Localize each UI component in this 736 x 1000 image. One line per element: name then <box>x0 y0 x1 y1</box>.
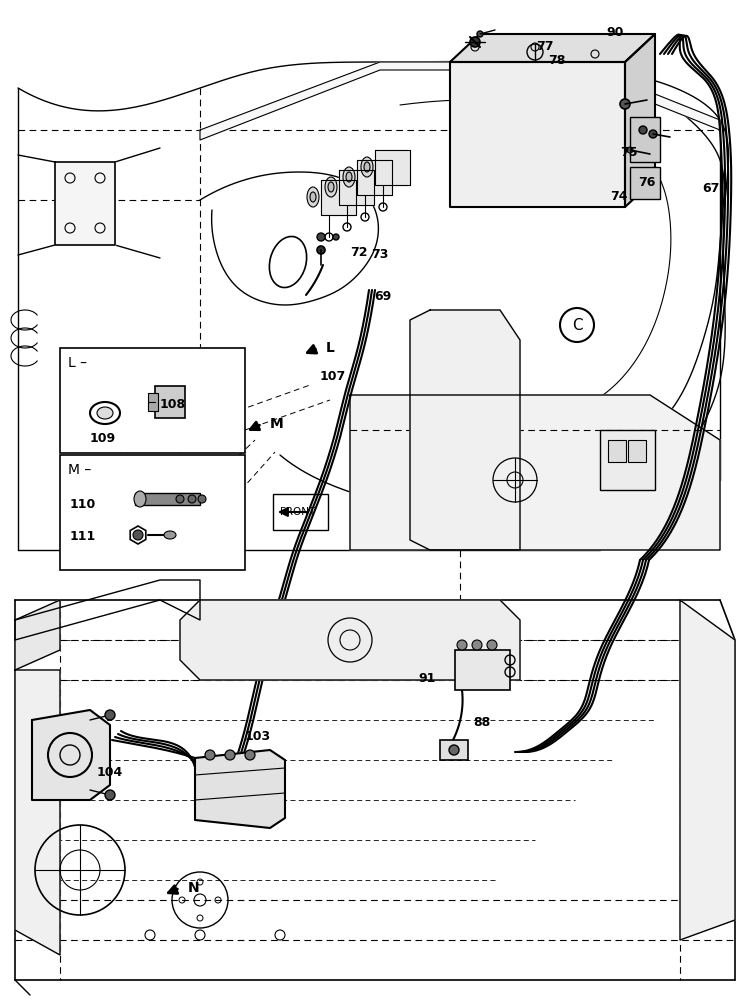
Circle shape <box>333 234 339 240</box>
Text: L: L <box>326 341 335 355</box>
Ellipse shape <box>343 167 355 187</box>
Ellipse shape <box>269 236 307 288</box>
Text: M –: M – <box>68 463 91 477</box>
Text: 108: 108 <box>160 398 186 412</box>
Polygon shape <box>625 34 655 207</box>
Text: 103: 103 <box>245 730 271 744</box>
Polygon shape <box>55 162 115 245</box>
Bar <box>630 117 660 162</box>
Circle shape <box>205 750 215 760</box>
Text: 107: 107 <box>320 369 346 382</box>
Polygon shape <box>339 170 374 205</box>
Circle shape <box>470 37 480 47</box>
Bar <box>60 348 245 453</box>
Polygon shape <box>180 600 520 680</box>
Bar <box>600 430 655 490</box>
Text: 104: 104 <box>97 766 123 780</box>
Ellipse shape <box>164 531 176 539</box>
Bar <box>148 393 158 411</box>
Text: 88: 88 <box>473 716 490 730</box>
Circle shape <box>188 495 196 503</box>
Ellipse shape <box>346 172 352 182</box>
Text: 76: 76 <box>638 176 655 188</box>
Text: 74: 74 <box>610 190 628 204</box>
Circle shape <box>317 233 325 241</box>
Text: 110: 110 <box>70 498 96 512</box>
Polygon shape <box>32 710 110 800</box>
Bar <box>273 494 328 530</box>
Polygon shape <box>410 310 520 550</box>
Circle shape <box>225 750 235 760</box>
Text: 72: 72 <box>350 246 367 259</box>
Bar <box>628 440 646 462</box>
Circle shape <box>472 640 482 650</box>
Circle shape <box>649 130 657 138</box>
Text: 111: 111 <box>70 530 96 544</box>
Ellipse shape <box>310 192 316 202</box>
Text: M: M <box>270 417 284 431</box>
Ellipse shape <box>325 177 337 197</box>
Circle shape <box>620 99 630 109</box>
Text: 77: 77 <box>536 40 553 53</box>
Ellipse shape <box>134 491 146 507</box>
Polygon shape <box>321 180 356 215</box>
Bar <box>455 650 510 690</box>
Ellipse shape <box>361 157 373 177</box>
Circle shape <box>457 640 467 650</box>
Bar <box>630 167 660 199</box>
Polygon shape <box>15 600 60 670</box>
Circle shape <box>176 495 184 503</box>
Polygon shape <box>450 62 625 207</box>
Text: 67: 67 <box>702 182 719 194</box>
Circle shape <box>449 745 459 755</box>
Polygon shape <box>450 34 655 62</box>
Polygon shape <box>15 670 60 955</box>
Bar <box>155 386 185 418</box>
Text: 73: 73 <box>371 248 389 261</box>
Polygon shape <box>680 600 735 940</box>
Circle shape <box>639 126 647 134</box>
Polygon shape <box>357 160 392 195</box>
Circle shape <box>105 710 115 720</box>
Text: 69: 69 <box>374 290 392 302</box>
Polygon shape <box>195 750 285 828</box>
Circle shape <box>133 530 143 540</box>
Polygon shape <box>200 62 720 140</box>
Text: 75: 75 <box>620 145 637 158</box>
Bar <box>608 440 626 462</box>
Ellipse shape <box>328 182 334 192</box>
Circle shape <box>198 495 206 503</box>
Polygon shape <box>350 395 720 550</box>
Bar <box>135 493 200 505</box>
Text: N: N <box>188 881 199 895</box>
Circle shape <box>245 750 255 760</box>
Bar <box>440 740 468 760</box>
Bar <box>60 455 245 570</box>
Circle shape <box>487 640 497 650</box>
Text: C: C <box>572 318 582 332</box>
Circle shape <box>105 790 115 800</box>
Polygon shape <box>375 150 410 185</box>
Text: 109: 109 <box>90 432 116 444</box>
Text: L –: L – <box>68 356 87 370</box>
Circle shape <box>477 31 483 37</box>
Ellipse shape <box>307 187 319 207</box>
Ellipse shape <box>90 402 120 424</box>
Ellipse shape <box>97 407 113 419</box>
Circle shape <box>627 147 633 153</box>
Text: 78: 78 <box>548 53 565 66</box>
Ellipse shape <box>364 162 370 172</box>
Circle shape <box>317 246 325 254</box>
Text: 91: 91 <box>418 672 436 684</box>
Text: FRONT: FRONT <box>280 507 316 517</box>
Text: 90: 90 <box>606 26 623 39</box>
